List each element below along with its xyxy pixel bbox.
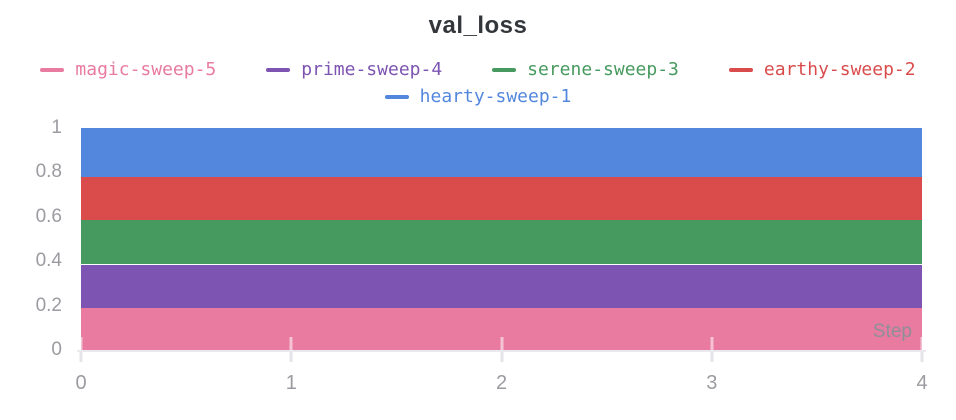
x-tick-mark-outer (710, 352, 714, 362)
series-band-earthy-sweep-2 (81, 176, 922, 221)
legend-item-serene-sweep-3[interactable]: serene-sweep-3 (492, 59, 679, 80)
legend-line-swatch-icon (728, 67, 753, 72)
legend-label: magic-sweep-5 (75, 59, 217, 80)
x-tick-mark-inner (500, 337, 503, 350)
legend-item-prime-sweep-4[interactable]: prime-sweep-4 (266, 59, 442, 80)
y-axis-tick-label: 0.6 (35, 205, 62, 227)
legend-label: serene-sweep-3 (527, 59, 679, 80)
x-tick-mark-inner (289, 337, 293, 350)
x-axis-line (77, 350, 926, 352)
legend-line-swatch-icon (40, 67, 65, 72)
legend-item-earthy-sweep-2[interactable]: earthy-sweep-2 (728, 59, 916, 80)
x-axis-tick-label: 1 (285, 372, 297, 394)
x-axis-tick-label: 4 (916, 372, 928, 394)
x-tick-mark-inner (79, 337, 83, 350)
legend-item-hearty-sweep-1[interactable]: hearty-sweep-1 (384, 86, 572, 107)
x-axis-step-label: Step (872, 321, 912, 342)
legend-row-2: hearty-sweep-1 (0, 83, 956, 110)
legend-line-swatch-icon (384, 94, 409, 99)
legend-label: hearty-sweep-1 (419, 86, 572, 107)
x-axis-tick-label: 2 (495, 372, 508, 394)
chart-title: val_loss (428, 12, 528, 39)
legend-label: earthy-sweep-2 (763, 59, 916, 80)
chart-legend: magic-sweep-5 prime-sweep-4 serene-sweep-3… (0, 56, 956, 110)
legend-row-1: magic-sweep-5 prime-sweep-4 serene-sweep-3… (0, 56, 956, 83)
x-tick-mark-outer (79, 352, 83, 362)
legend-label: prime-sweep-4 (301, 59, 443, 80)
x-tick-mark-inner (920, 337, 924, 350)
x-tick-mark-outer (500, 352, 503, 362)
x-axis-tick-label: 3 (706, 372, 718, 394)
x-tick-mark-inner (710, 337, 714, 350)
y-axis-tick-label: 0.4 (35, 250, 62, 272)
y-axis-tick-label: 1 (51, 117, 62, 138)
legend-line-swatch-icon (492, 67, 517, 72)
series-band-hearty-sweep-1 (81, 128, 922, 177)
plot-area[interactable]: Step (79, 128, 924, 350)
x-tick-mark-outer (289, 352, 293, 362)
y-axis-tick-label: 0 (51, 339, 62, 360)
series-band-prime-sweep-4 (81, 264, 922, 308)
x-tick-mark-outer (920, 352, 924, 362)
legend-item-magic-sweep-5[interactable]: magic-sweep-5 (40, 59, 216, 80)
y-axis-tick-label: 0.2 (35, 294, 62, 316)
y-axis-tick-label: 0.8 (35, 161, 62, 183)
series-band-serene-sweep-3 (81, 220, 922, 265)
legend-line-swatch-icon (266, 67, 291, 72)
x-axis-tick-label: 0 (75, 372, 87, 394)
